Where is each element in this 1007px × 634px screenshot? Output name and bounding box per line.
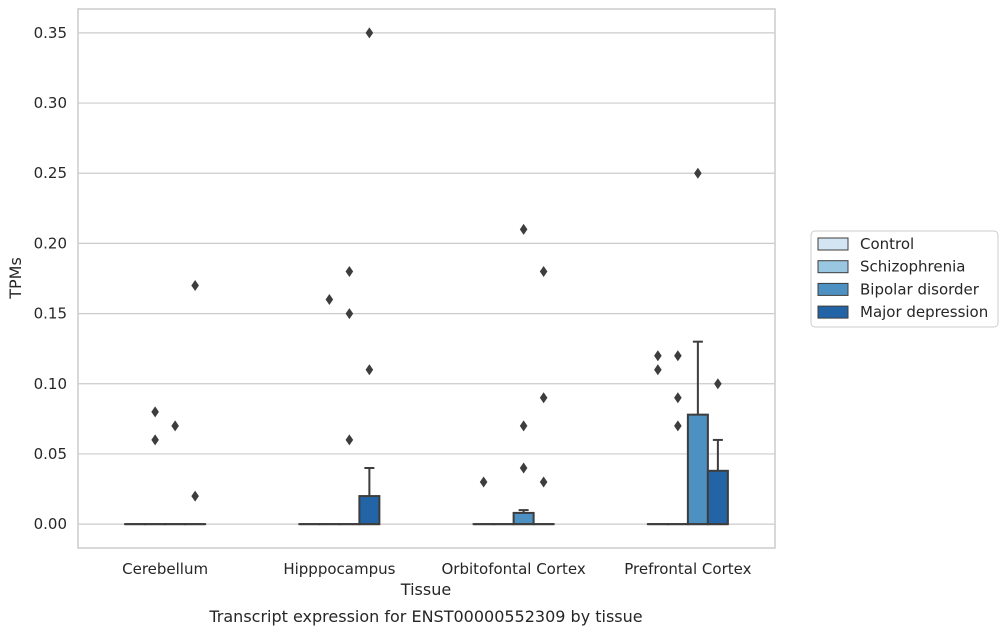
box-group [686, 167, 709, 526]
outlier-point [519, 223, 528, 235]
y-tick-labels: 0.00 0.05 0.10 0.15 0.20 0.25 0.30 0.35 [34, 24, 67, 533]
outlier-point [539, 392, 548, 404]
y-tick-label: 0.25 [34, 164, 67, 182]
y-tick-label: 0.35 [34, 24, 67, 42]
y-tick-label: 0.20 [34, 234, 67, 252]
legend-swatch [817, 282, 849, 296]
legend-label: Bipolar disorder [860, 280, 980, 298]
outlier-point [539, 476, 548, 488]
box-group [532, 265, 555, 526]
outlier-point [171, 420, 179, 432]
box [686, 413, 709, 526]
outlier-point [519, 462, 528, 474]
box [706, 469, 729, 526]
outlier-point [345, 265, 354, 277]
outlier-point [151, 406, 159, 418]
outlier-point [539, 265, 548, 277]
outlier-point [694, 167, 702, 179]
legend: Control Schizophrenia Bipolar disorder Majo… [810, 230, 999, 328]
y-tick-label: 0.10 [34, 375, 67, 393]
x-tick-label: Prefrontal Cortex [624, 560, 751, 578]
y-tick-label: 0.15 [34, 305, 67, 323]
box [512, 511, 535, 526]
outlier-point [654, 350, 662, 362]
legend-item: Schizophrenia [817, 258, 965, 276]
legend-swatch [817, 237, 849, 251]
grid-lines [78, 32, 775, 525]
outlier-point [365, 27, 374, 39]
legend-label: Schizophrenia [860, 258, 965, 276]
legend-item: Major depression [817, 303, 988, 321]
x-tick-label: Orbitofontal Cortex [442, 560, 586, 578]
x-tick-label: Hipppocampus [283, 560, 395, 578]
box-group [184, 280, 207, 526]
outlier-point [345, 308, 354, 320]
box-group [338, 265, 361, 526]
outlier-point [191, 490, 199, 502]
box-group [512, 223, 535, 526]
box-group [358, 27, 381, 526]
chart-caption: Transcript expression for ENST0000055230… [208, 607, 642, 626]
y-tick-label: 0.30 [34, 94, 67, 112]
plot-frame [77, 8, 776, 549]
legend-frame [810, 230, 999, 328]
outlier-point [654, 364, 662, 376]
plot-background [78, 9, 775, 548]
outlier-point [674, 350, 682, 362]
box-group [472, 476, 495, 526]
box [358, 495, 381, 526]
box-marks [124, 27, 729, 526]
legend-swatch [817, 305, 849, 319]
outlier-point [714, 378, 722, 390]
y-tick-label: 0.05 [34, 445, 67, 463]
legend-label: Major depression [860, 303, 988, 321]
y-tick-label: 0.00 [34, 515, 67, 533]
outlier-point [519, 420, 528, 432]
x-tick-label: Cerebellum [122, 560, 208, 578]
outlier-point [191, 280, 199, 292]
legend-swatch [817, 260, 849, 274]
outlier-point [151, 434, 159, 446]
outlier-point [674, 392, 682, 404]
legend-item: Control [817, 235, 914, 253]
legend-item: Bipolar disorder [817, 280, 980, 298]
box-group [164, 420, 187, 526]
outlier-point [674, 420, 682, 432]
x-axis-title: Tissue [400, 580, 451, 599]
box-group [318, 294, 341, 526]
box-group [706, 378, 729, 526]
legend-label: Control [860, 235, 914, 253]
outlier-point [365, 364, 374, 376]
x-tick-labels: Cerebellum Hipppocampus Orbitofontal Corte… [122, 560, 751, 578]
y-axis-title: TPMs [6, 257, 25, 300]
outlier-point [345, 434, 354, 446]
outlier-point [325, 294, 334, 306]
outlier-point [479, 476, 488, 488]
